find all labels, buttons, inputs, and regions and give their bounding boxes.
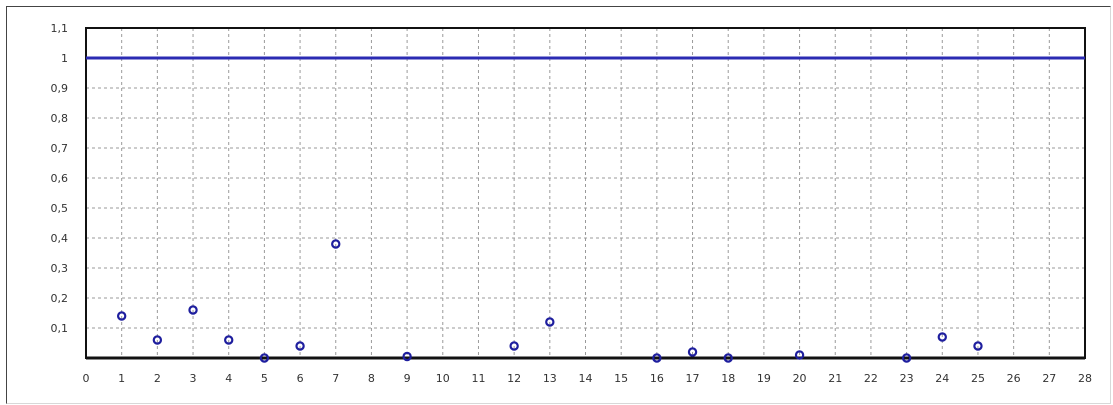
x-tick-label: 0 <box>83 372 90 385</box>
x-tick-label: 16 <box>650 372 664 385</box>
x-tick-label: 9 <box>404 372 411 385</box>
data-point <box>937 332 947 342</box>
y-tick-label: 0,3 <box>51 262 69 275</box>
data-point <box>652 353 662 363</box>
data-point <box>723 353 733 363</box>
chart-frame <box>6 6 1111 404</box>
x-tick-label: 3 <box>190 372 197 385</box>
data-point <box>509 341 519 351</box>
x-tick-label: 7 <box>332 372 339 385</box>
x-tick-label: 21 <box>828 372 842 385</box>
y-tick-label: 0,1 <box>51 322 69 335</box>
data-point <box>402 351 412 362</box>
x-tick-label: 1 <box>118 372 125 385</box>
x-tick-label: 6 <box>297 372 304 385</box>
x-tick-label: 24 <box>935 372 949 385</box>
data-point <box>295 341 305 351</box>
y-tick-label: 0,7 <box>51 142 69 155</box>
x-tick-label: 22 <box>864 372 878 385</box>
x-tick-label: 14 <box>579 372 593 385</box>
x-tick-label: 28 <box>1078 372 1092 385</box>
y-tick-label: 0,9 <box>51 82 69 95</box>
data-point <box>794 350 805 360</box>
x-tick-label: 12 <box>507 372 521 385</box>
x-tick-label: 23 <box>900 372 914 385</box>
x-tick-label: 19 <box>757 372 771 385</box>
y-tick-label: 0,6 <box>51 172 69 185</box>
x-tick-label: 17 <box>686 372 700 385</box>
data-point <box>116 311 127 321</box>
data-point <box>188 305 198 315</box>
x-tick-label: 27 <box>1042 372 1056 385</box>
y-tick-labels: 0,1 0,2 0,3 0,4 0,5 0,6 0,7 0,8 0,9 1 1,1 <box>51 22 69 335</box>
x-tick-label: 20 <box>793 372 807 385</box>
data-points <box>116 239 983 363</box>
x-tick-label: 11 <box>471 372 485 385</box>
x-tick-label: 10 <box>436 372 450 385</box>
x-tick-label: 18 <box>721 372 735 385</box>
data-point <box>259 353 270 363</box>
grid <box>86 28 1085 358</box>
data-point <box>687 347 698 357</box>
x-tick-labels: 0 1 2 3 4 5 6 7 8 9 10 11 12 13 14 15 16 17 18 19 20 21 22 23 24… <box>83 372 1093 385</box>
data-point <box>901 353 912 363</box>
x-tick-label: 2 <box>154 372 161 385</box>
axes <box>85 27 1086 360</box>
data-point <box>152 335 163 345</box>
data-point <box>224 335 234 345</box>
y-tick-label: 0,4 <box>51 232 69 245</box>
x-tick-label: 25 <box>971 372 985 385</box>
x-tick-label: 4 <box>225 372 232 385</box>
x-tick-label: 13 <box>543 372 557 385</box>
data-point <box>545 317 555 327</box>
y-tick-label: 0,2 <box>51 292 69 305</box>
x-tick-label: 5 <box>261 372 268 385</box>
y-tick-label: 1,1 <box>51 22 69 35</box>
y-tick-label: 0,8 <box>51 112 69 125</box>
x-tick-label: 8 <box>368 372 375 385</box>
y-tick-label: 0,5 <box>51 202 69 215</box>
data-point <box>331 239 341 249</box>
data-point <box>973 341 983 351</box>
x-tick-label: 26 <box>1007 372 1021 385</box>
y-tick-label: 1 <box>61 52 68 65</box>
x-tick-label: 15 <box>614 372 628 385</box>
